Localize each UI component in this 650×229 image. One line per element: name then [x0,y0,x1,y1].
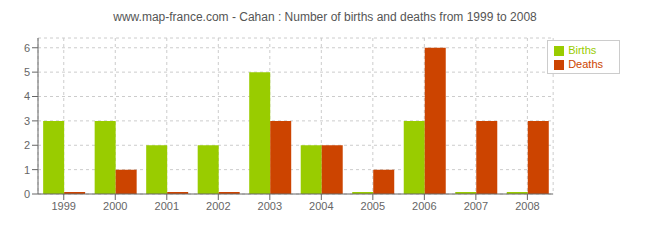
svg-text:2008: 2008 [515,200,539,212]
svg-text:2006: 2006 [412,200,436,212]
html-text:www.map-france.com - Cahan : N: www.map-france.com - Cahan : Number of b… [113,10,537,24]
svg-text:1999: 1999 [52,200,76,212]
svg-text:2003: 2003 [258,200,282,212]
svg-text:0: 0 [24,188,30,200]
svg-text:2000: 2000 [103,200,127,212]
svg-text:2002: 2002 [206,200,230,212]
svg-text:3: 3 [24,115,30,127]
svg-text:2004: 2004 [309,200,333,212]
svg-text:2001: 2001 [155,200,179,212]
svg-text:2007: 2007 [464,200,488,212]
svg-text:5: 5 [24,66,30,78]
svg-text:6: 6 [24,42,30,54]
svg-text:4: 4 [24,90,30,102]
html-text:Births: Births [568,44,597,56]
svg-text:1: 1 [24,164,30,176]
html-text:Deaths: Deaths [568,58,603,70]
svg-text:2: 2 [24,139,30,151]
svg-text:2005: 2005 [361,200,385,212]
